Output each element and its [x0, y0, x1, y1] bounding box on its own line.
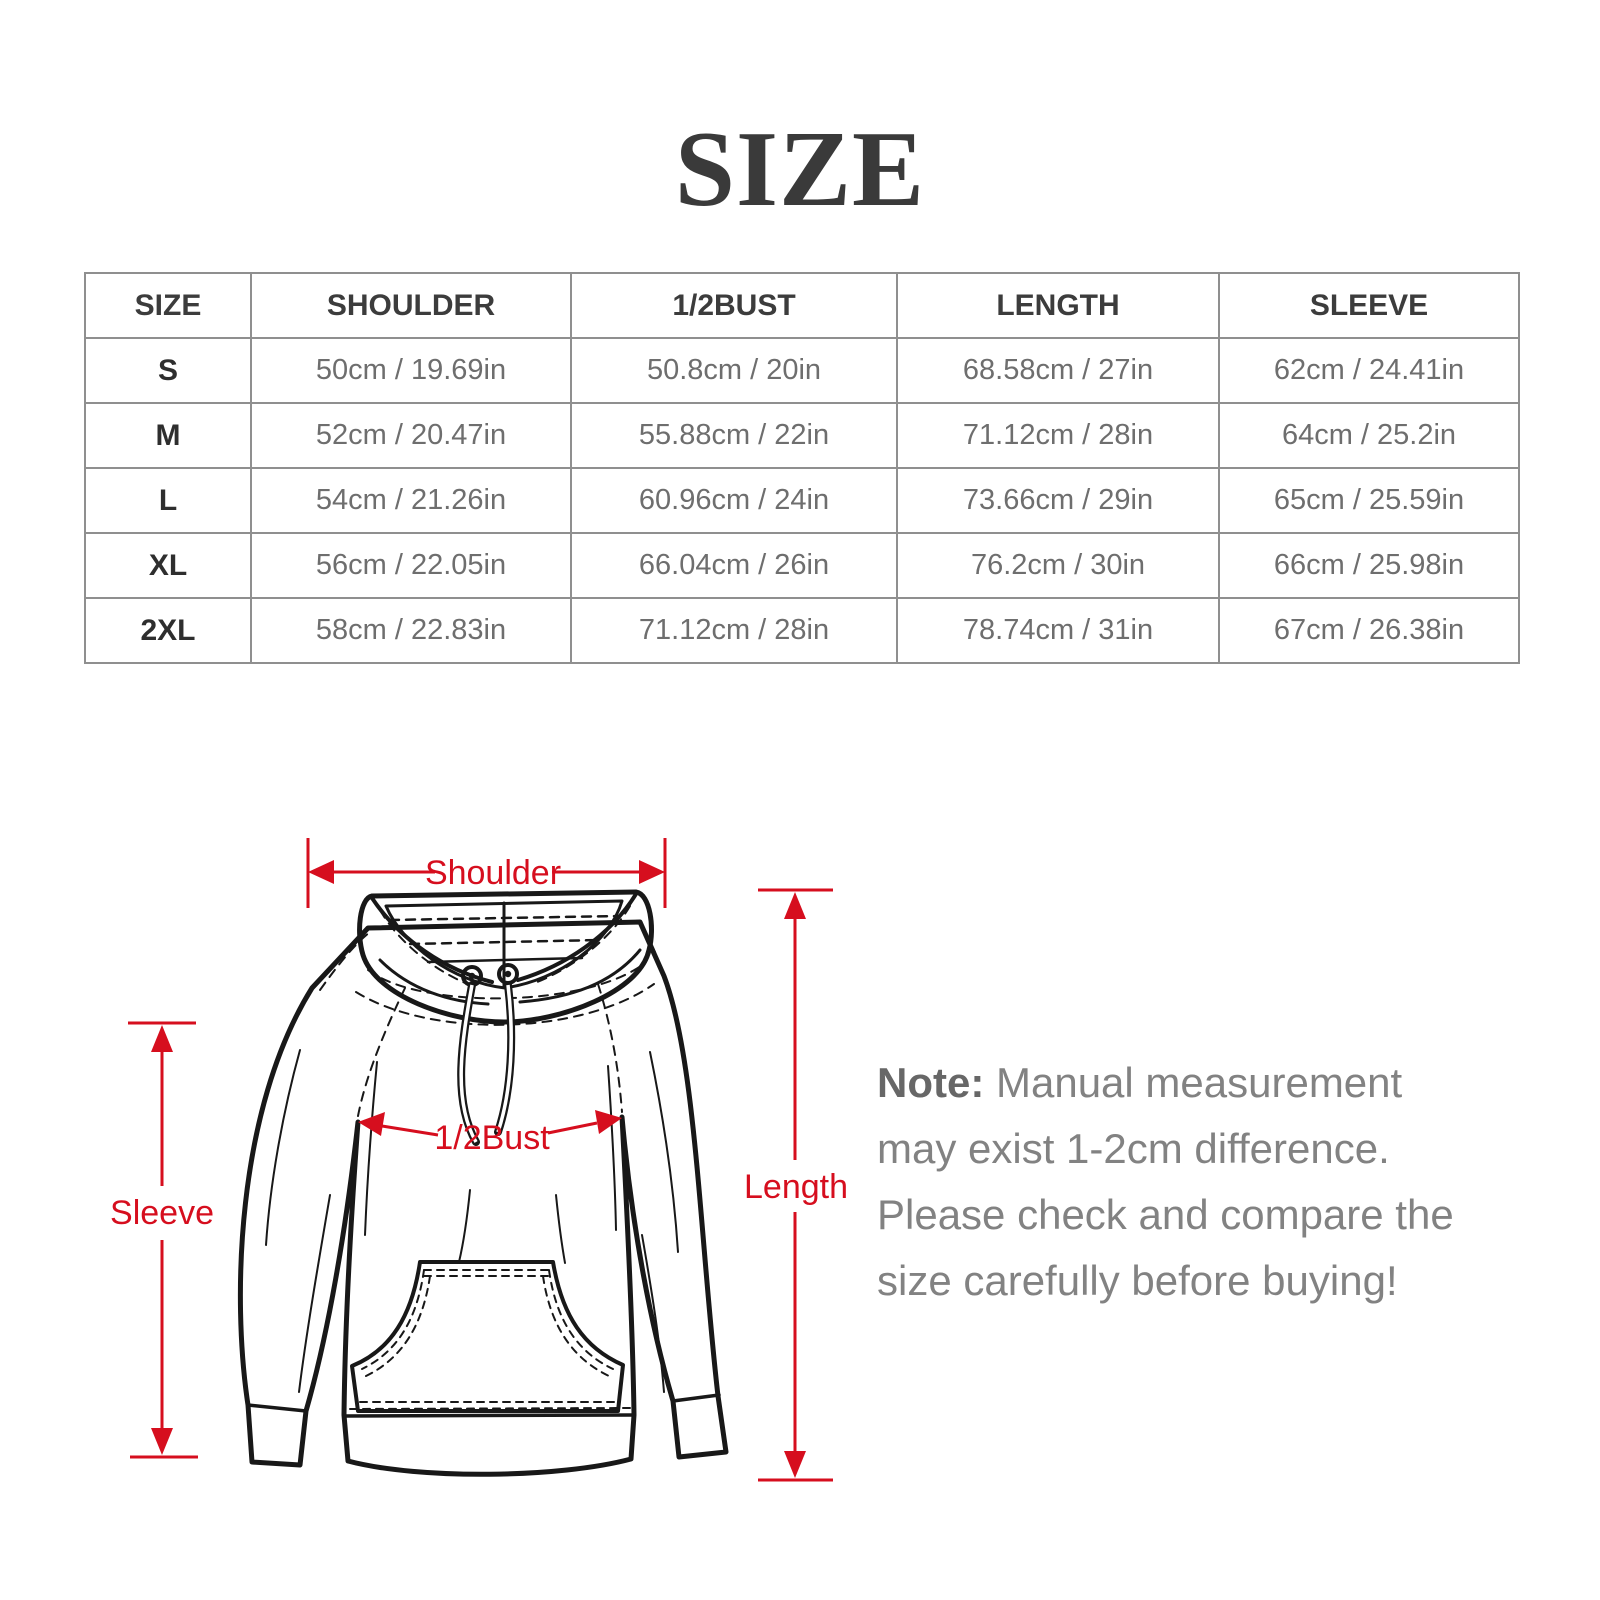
bust-cell: 50.8cm / 20in: [570, 337, 898, 404]
page-title: SIZE: [674, 110, 926, 229]
shoulder-cell: 50cm / 19.69in: [250, 337, 572, 404]
column-header-bust: 1/2BUST: [570, 272, 898, 339]
size-cell: S: [84, 337, 252, 404]
length-label: Length: [744, 1168, 848, 1206]
shoulder-cell: 52cm / 20.47in: [250, 402, 572, 469]
size-cell: XL: [84, 532, 252, 599]
length-cell: 68.58cm / 27in: [896, 337, 1220, 404]
column-header-sleeve: SLEEVE: [1218, 272, 1520, 339]
bust-cell: 55.88cm / 22in: [570, 402, 898, 469]
sleeve-cell: 64cm / 25.2in: [1218, 402, 1520, 469]
shoulder-cell: 54cm / 21.26in: [250, 467, 572, 534]
sleeve-cell: 65cm / 25.59in: [1218, 467, 1520, 534]
table-row: 2XL 58cm / 22.83in 71.12cm / 28in 78.74c…: [84, 597, 1520, 664]
length-cell: 76.2cm / 30in: [896, 532, 1220, 599]
note-prefix-label: Note:: [877, 1059, 985, 1106]
size-cell: M: [84, 402, 252, 469]
shoulder-label: Shoulder: [425, 854, 561, 892]
bust-cell: 71.12cm / 28in: [570, 597, 898, 664]
size-cell: 2XL: [84, 597, 252, 664]
sleeve-cell: 62cm / 24.41in: [1218, 337, 1520, 404]
bust-arrow: 1/2Bust: [358, 1110, 622, 1157]
table-row: M 52cm / 20.47in 55.88cm / 22in 71.12cm …: [84, 402, 1520, 469]
length-cell: 73.66cm / 29in: [896, 467, 1220, 534]
table-header-row: SIZE SHOULDER 1/2BUST LENGTH SLEEVE: [84, 272, 1520, 339]
length-arrow: Length: [744, 888, 848, 1482]
column-header-length: LENGTH: [896, 272, 1220, 339]
size-cell: L: [84, 467, 252, 534]
bust-cell: 66.04cm / 26in: [570, 532, 898, 599]
table-row: L 54cm / 21.26in 60.96cm / 24in 73.66cm …: [84, 467, 1520, 534]
column-header-shoulder: SHOULDER: [250, 272, 572, 339]
shoulder-cell: 56cm / 22.05in: [250, 532, 572, 599]
size-table: SIZE SHOULDER 1/2BUST LENGTH SLEEVE S 50…: [84, 272, 1520, 664]
shoulder-arrow: Shoulder: [306, 838, 667, 908]
length-cell: 71.12cm / 28in: [896, 402, 1220, 469]
column-header-size: SIZE: [84, 272, 252, 339]
note-body: Manual measurement may exist 1-2cm diffe…: [877, 1059, 1454, 1304]
length-cell: 78.74cm / 31in: [896, 597, 1220, 664]
sleeve-cell: 66cm / 25.98in: [1218, 532, 1520, 599]
table-row: XL 56cm / 22.05in 66.04cm / 26in 76.2cm …: [84, 532, 1520, 599]
bust-cell: 60.96cm / 24in: [570, 467, 898, 534]
hoodie-illustration: [237, 889, 729, 1477]
shoulder-cell: 58cm / 22.83in: [250, 597, 572, 664]
sleeve-arrow: Sleeve: [110, 1021, 214, 1459]
note-text: Note: Manual measurement may exist 1-2cm…: [877, 1050, 1475, 1314]
table-row: S 50cm / 19.69in 50.8cm / 20in 68.58cm /…: [84, 337, 1520, 404]
bust-label: 1/2Bust: [434, 1119, 550, 1157]
sleeve-cell: 67cm / 26.38in: [1218, 597, 1520, 664]
sleeve-label: Sleeve: [110, 1194, 214, 1232]
